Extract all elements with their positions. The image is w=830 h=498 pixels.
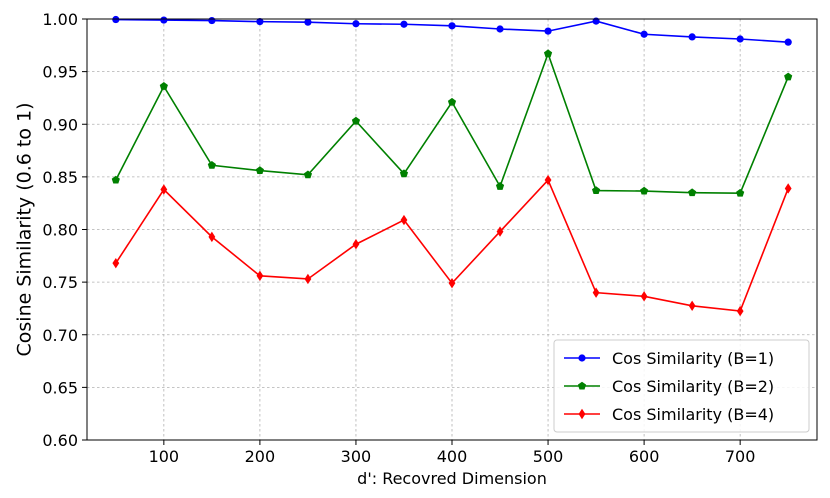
data-point — [543, 49, 553, 58]
y-tick-label: 0.90 — [42, 115, 78, 134]
series-3 — [112, 174, 792, 317]
data-point — [688, 300, 696, 312]
x-tick-label: 300 — [341, 447, 372, 466]
data-point — [160, 16, 168, 24]
legend-label: Cos Similarity (B=4) — [612, 405, 774, 424]
data-point — [207, 161, 216, 169]
y-tick-label: 0.65 — [42, 378, 78, 397]
data-point — [160, 184, 168, 195]
data-point — [784, 38, 792, 46]
series-layer — [111, 15, 793, 317]
y-tick-label: 0.70 — [42, 326, 78, 345]
data-point — [688, 188, 697, 197]
legend-box — [553, 339, 810, 433]
data-point — [736, 188, 745, 197]
data-point — [496, 226, 504, 237]
data-point — [112, 257, 120, 269]
data-point — [256, 270, 264, 282]
data-point — [159, 82, 168, 90]
data-point — [640, 186, 649, 195]
y-tick-label: 0.85 — [42, 168, 78, 187]
data-point — [448, 22, 456, 30]
data-point — [784, 72, 793, 81]
data-point — [111, 175, 120, 184]
y-tick-label: 0.60 — [42, 431, 78, 450]
data-point — [303, 170, 313, 179]
x-tick-label: 400 — [437, 447, 468, 466]
series-1 — [112, 15, 792, 46]
data-point — [495, 182, 505, 190]
data-point — [496, 25, 504, 33]
x-tick-label: 100 — [149, 447, 180, 466]
data-point — [640, 30, 648, 38]
x-tick-label: 200 — [245, 447, 276, 466]
legend-marker — [578, 408, 586, 420]
data-point — [448, 277, 456, 289]
data-point — [399, 169, 409, 178]
data-point — [640, 291, 648, 302]
data-point — [784, 183, 792, 194]
data-point — [352, 239, 360, 250]
data-point — [544, 174, 552, 186]
x-tick-label: 600 — [629, 447, 660, 466]
data-point — [544, 27, 552, 35]
data-point — [256, 18, 264, 26]
x-tick-label: 500 — [533, 447, 564, 466]
y-tick-label: 0.75 — [42, 273, 78, 292]
legend: Cos Similarity (B=1) Cos Similarity (B=2)… — [553, 339, 810, 433]
data-point — [351, 116, 361, 125]
data-point — [304, 18, 312, 26]
data-point — [400, 20, 408, 28]
legend-marker — [577, 381, 587, 390]
data-point — [592, 287, 600, 298]
data-point — [736, 35, 744, 43]
legend-label: Cos Similarity (B=1) — [612, 349, 774, 368]
data-point — [208, 16, 216, 25]
data-point — [304, 273, 312, 285]
y-axis: 0.60 0.65 0.70 0.75 0.80 0.85 0.90 0.95 1.00 — [42, 10, 87, 450]
x-tick-label: 700 — [725, 447, 756, 466]
y-tick-label: 1.00 — [42, 10, 78, 29]
series-2 — [111, 49, 793, 197]
data-point — [255, 166, 264, 175]
y-axis-label: Cosine Similarity (0.6 to 1) — [14, 103, 36, 357]
data-point — [736, 305, 744, 317]
data-point — [591, 186, 601, 195]
y-tick-label: 0.80 — [42, 221, 78, 240]
legend-item: Cos Similarity (B=4) — [564, 405, 774, 424]
legend-marker — [578, 354, 586, 362]
x-axis: 100 200 300 400 500 600 700 — [149, 440, 756, 466]
y-tick-label: 0.95 — [42, 63, 78, 82]
x-axis-label: d': Recovred Dimension — [357, 469, 547, 488]
data-point — [112, 15, 120, 24]
legend-item: Cos Similarity (B=1) — [564, 349, 774, 368]
legend-label: Cos Similarity (B=2) — [612, 377, 774, 396]
data-point — [400, 214, 408, 226]
data-point — [352, 20, 360, 28]
data-point — [447, 97, 457, 106]
data-point — [688, 33, 696, 41]
legend-item: Cos Similarity (B=2) — [564, 377, 774, 396]
data-point — [208, 231, 216, 243]
